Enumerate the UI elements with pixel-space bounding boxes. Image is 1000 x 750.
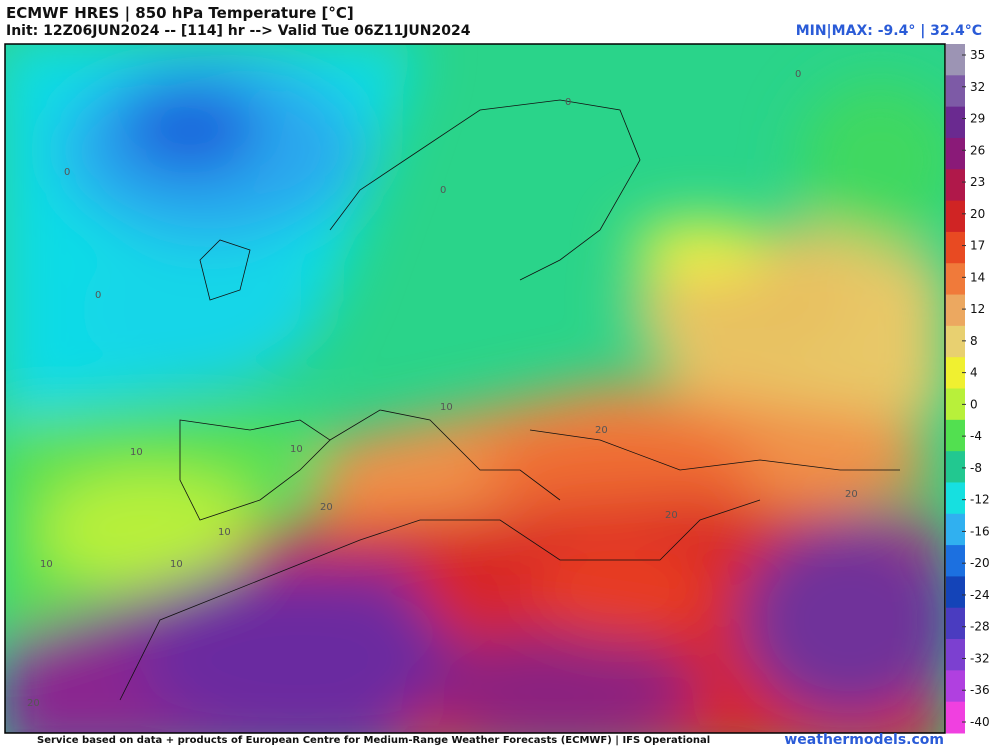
contour-labels: 0 0 0 0 0 10 10 10 10 10 10 20 20 20 20 20	[27, 69, 858, 709]
colorbar-swatch	[946, 263, 965, 296]
colorbar-label: 12	[970, 302, 985, 316]
colorbar-label: -20	[970, 556, 990, 570]
colorbar-swatch	[946, 325, 965, 358]
colorbar-swatch	[946, 388, 965, 421]
colorbar-swatch	[946, 482, 965, 515]
contour-label: 0	[795, 69, 801, 80]
colorbar-label: -16	[970, 524, 990, 538]
contour-label: 20	[320, 502, 333, 513]
contour-label: 0	[64, 167, 70, 178]
colorbar-label: -12	[970, 493, 990, 507]
colorbar: 35 32 29 26 23 20 17 14 12 8 4 0 -4 -8 -12 -16 -20 -24 -28…	[946, 44, 990, 734]
contour-label: 10	[290, 444, 303, 455]
colorbar-swatch	[946, 357, 965, 389]
colorbar-swatch	[946, 701, 965, 734]
contour-label: 20	[665, 510, 678, 521]
colorbar-swatch	[946, 200, 965, 233]
contour-label: 0	[440, 185, 446, 196]
colorbar-swatch	[946, 545, 965, 577]
coastlines	[119, 99, 900, 701]
colorbar-swatch	[946, 639, 965, 671]
colorbar-label: -32	[970, 651, 990, 665]
colorbar-swatch	[946, 75, 965, 108]
colorbar-swatch	[946, 169, 965, 202]
credit: Service based on data + products of Euro…	[37, 735, 711, 746]
contour-label: 0	[95, 290, 101, 301]
colorbar-label: 8	[970, 334, 978, 348]
min-max: MIN|MAX: -9.4° | 32.4°C	[795, 23, 982, 39]
contour-label: 20	[845, 489, 858, 500]
site-link[interactable]: weathermodels.com	[784, 732, 944, 748]
map-frame	[4, 43, 946, 734]
colorbar-label: -40	[970, 715, 990, 729]
colorbar-swatch	[946, 607, 965, 640]
colorbar-label: 17	[970, 239, 985, 253]
colorbar-swatch	[946, 137, 965, 170]
temperature-field: 0 0 0 0 0 10 10 10 10 10 10 20 20 20 20 20	[5, 44, 945, 733]
subtitle: Init: 12Z06JUN2024 -- [114] hr --> Valid…	[6, 23, 471, 39]
colorbar-swatch	[946, 44, 965, 76]
contour-label: 20	[595, 425, 608, 436]
colorbar-label: -24	[970, 588, 990, 602]
colorbar-label: -28	[970, 620, 990, 634]
colorbar-swatch	[946, 513, 965, 546]
colorbar-label: 0	[970, 397, 978, 411]
colorbar-swatch	[946, 670, 965, 703]
contour-label: 10	[440, 402, 453, 413]
colorbar-label: 4	[970, 366, 978, 380]
colorbar-swatch	[946, 106, 965, 139]
colorbar-label: 20	[970, 207, 985, 221]
title: ECMWF HRES | 850 hPa Temperature [°C]	[6, 4, 354, 22]
colorbar-label: 26	[970, 143, 985, 157]
colorbar-swatch	[946, 231, 965, 264]
colorbar-label: 29	[970, 112, 985, 126]
colorbar-label: 32	[970, 80, 985, 94]
colorbar-label: 23	[970, 175, 985, 189]
colorbar-label: 14	[970, 270, 985, 284]
contour-label: 20	[27, 698, 40, 709]
colorbar-label: 35	[970, 48, 985, 62]
colorbar-swatch	[946, 576, 965, 609]
contour-label: 10	[218, 527, 231, 538]
contour-label: 10	[170, 559, 183, 570]
colorbar-swatch	[946, 419, 965, 452]
colorbar-label: -36	[970, 683, 990, 697]
colorbar-label: -8	[970, 461, 982, 475]
colorbar-swatch	[946, 294, 965, 327]
colorbar-swatch	[946, 451, 965, 483]
contour-label: 10	[130, 447, 143, 458]
colorbar-label: -4	[970, 429, 982, 443]
contour-label: 10	[40, 559, 53, 570]
contour-label: 0	[565, 97, 571, 108]
